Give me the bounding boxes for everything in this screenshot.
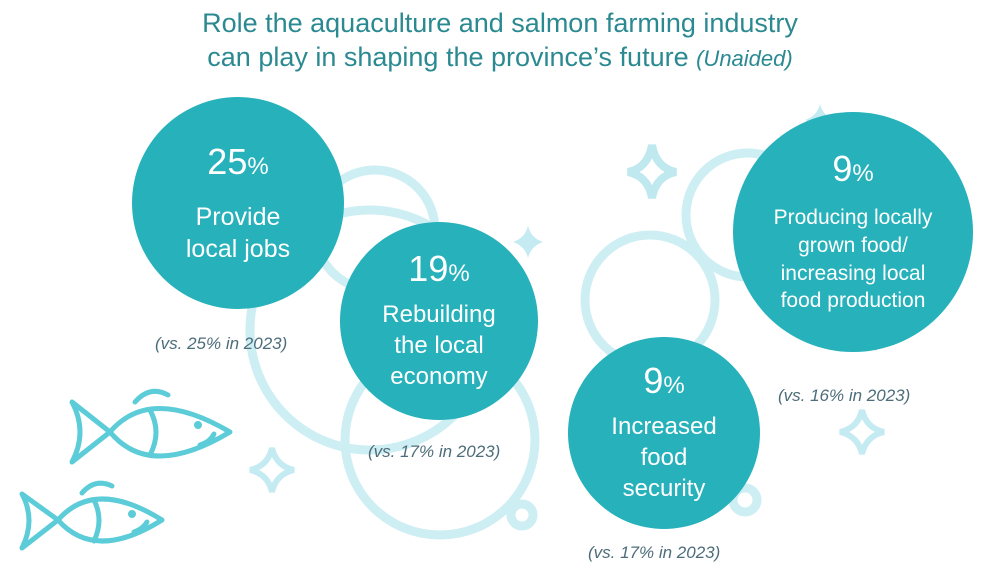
bubble-label: Provide local jobs: [186, 201, 290, 265]
bubble-label-line: Provide: [195, 202, 281, 231]
data-bubble-provide-local-jobs: 25% Provide local jobs: [132, 97, 344, 309]
bubble-value: 19%: [408, 249, 469, 294]
chart-title: Role the aquaculture and salmon farming …: [150, 6, 850, 76]
comparison-note: (vs. 16% in 2023): [778, 386, 911, 405]
chart-title-line-2-text: can play in shaping the province’s futur…: [207, 42, 689, 72]
bubble-value-number: 25: [207, 140, 248, 182]
chart-title-qualifier: (Unaided): [696, 46, 793, 71]
bubble-label-line: grown food/: [798, 233, 908, 257]
bubble-label-line: food: [640, 444, 688, 472]
sparkle-icon: [513, 226, 543, 258]
percent-sign: %: [448, 260, 470, 288]
bubble-outline-icon: [506, 499, 538, 531]
bubble-label-line: local jobs: [185, 234, 291, 263]
fish-icon: [69, 388, 233, 465]
bubble-label-line: Producing locally: [773, 206, 933, 230]
sparkle-icon: [839, 409, 885, 455]
sparkles: [249, 104, 891, 493]
bubble-value: 9%: [643, 361, 684, 406]
chart-title-line-1: Role the aquaculture and salmon farming …: [202, 8, 798, 38]
percent-sign: %: [663, 372, 685, 400]
bubble-label-line: increasing local: [780, 261, 926, 285]
bubble-label: Producing locally grown food/ increasing…: [774, 204, 933, 315]
bubble-label-line: the local: [394, 332, 484, 360]
bubble-outline-icon: [728, 483, 762, 517]
bubble-label-line: Rebuilding: [382, 301, 496, 329]
bubble-value: 9%: [832, 149, 873, 194]
percent-sign: %: [247, 152, 269, 180]
percent-sign: %: [852, 160, 874, 188]
bubble-label-line: Increased: [611, 413, 717, 441]
bubble-value-number: 9: [832, 148, 853, 190]
bubble-label-line: security: [622, 474, 706, 502]
data-bubble-producing-locally-grown-food: 9% Producing locally grown food/ increas…: [733, 112, 973, 352]
bubble-label: Rebuilding the local economy: [382, 300, 495, 392]
bubble-label-line: economy: [390, 362, 488, 390]
comparison-note: (vs. 17% in 2023): [588, 543, 721, 562]
sparkle-icon: [626, 144, 678, 199]
data-bubble-rebuilding-local-economy: 19% Rebuilding the local economy: [340, 222, 538, 420]
fish-icon: [19, 480, 165, 551]
chart-title-line-2: can play in shaping the province’s futur…: [150, 40, 850, 76]
bubble-value-number: 19: [408, 248, 449, 290]
comparison-note: (vs. 17% in 2023): [368, 442, 501, 461]
bubble-label-line: food production: [780, 289, 926, 313]
data-bubble-increased-food-security: 9% Increased food security: [568, 337, 760, 529]
comparison-note: (vs. 25% in 2023): [155, 334, 288, 353]
bubble-value: 25%: [207, 140, 269, 187]
sparkle-icon: [249, 447, 295, 493]
bubble-value-number: 9: [643, 360, 664, 402]
bubble-label: Increased food security: [611, 412, 716, 504]
